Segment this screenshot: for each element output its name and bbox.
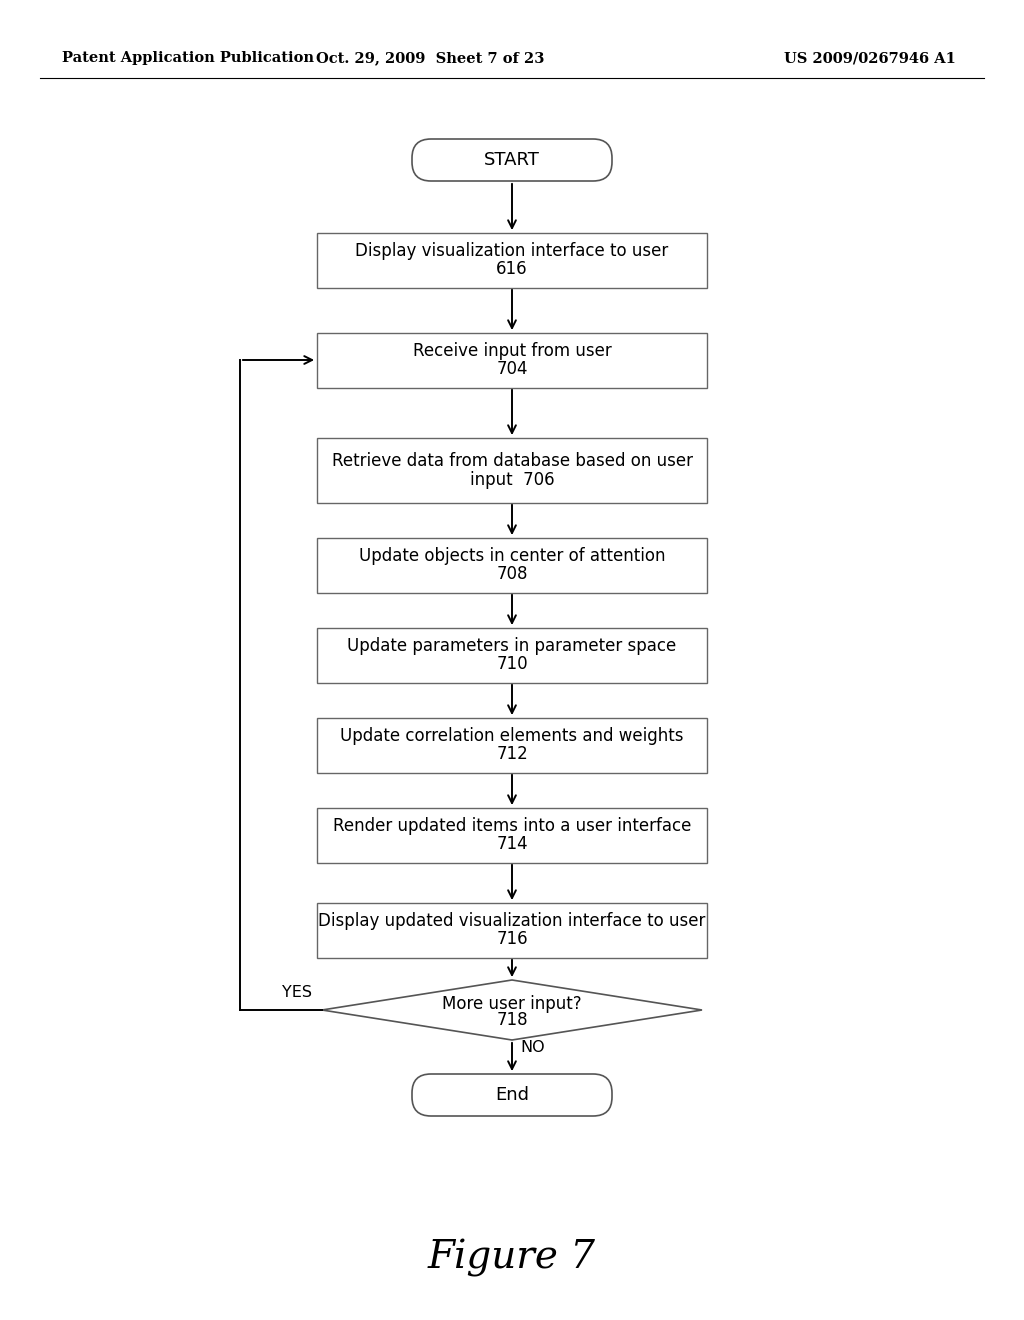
Text: 616: 616 <box>497 260 527 279</box>
Bar <box>317 232 707 288</box>
Text: Display visualization interface to user: Display visualization interface to user <box>355 242 669 260</box>
Text: Update objects in center of attention: Update objects in center of attention <box>358 546 666 565</box>
Text: 710: 710 <box>497 655 527 673</box>
Text: End: End <box>495 1086 529 1104</box>
Text: Figure 7: Figure 7 <box>428 1239 596 1276</box>
Text: US 2009/0267946 A1: US 2009/0267946 A1 <box>784 51 956 65</box>
Bar <box>317 903 707 957</box>
Polygon shape <box>322 979 702 1040</box>
Text: Oct. 29, 2009  Sheet 7 of 23: Oct. 29, 2009 Sheet 7 of 23 <box>315 51 544 65</box>
Text: 716: 716 <box>497 931 527 948</box>
Bar <box>317 537 707 593</box>
Bar <box>317 333 707 388</box>
Text: 704: 704 <box>497 360 527 378</box>
FancyBboxPatch shape <box>412 1074 612 1115</box>
Text: Update parameters in parameter space: Update parameters in parameter space <box>347 638 677 655</box>
Text: More user input?: More user input? <box>442 995 582 1012</box>
Bar <box>317 808 707 862</box>
Text: Patent Application Publication: Patent Application Publication <box>62 51 314 65</box>
Text: NO: NO <box>520 1040 545 1056</box>
Bar <box>317 718 707 772</box>
Text: Display updated visualization interface to user: Display updated visualization interface … <box>318 912 706 931</box>
Text: START: START <box>484 150 540 169</box>
Text: Retrieve data from database based on user: Retrieve data from database based on use… <box>332 451 692 470</box>
Text: Update correlation elements and weights: Update correlation elements and weights <box>340 727 684 744</box>
Bar <box>317 437 707 503</box>
Text: 708: 708 <box>497 565 527 583</box>
Bar <box>317 627 707 682</box>
Text: YES: YES <box>282 985 312 1001</box>
Text: Receive input from user: Receive input from user <box>413 342 611 360</box>
FancyBboxPatch shape <box>412 139 612 181</box>
Text: input  706: input 706 <box>470 471 554 488</box>
Text: Render updated items into a user interface: Render updated items into a user interfa… <box>333 817 691 836</box>
Text: 712: 712 <box>496 744 528 763</box>
Text: 714: 714 <box>497 836 527 853</box>
Text: 718: 718 <box>497 1011 527 1030</box>
